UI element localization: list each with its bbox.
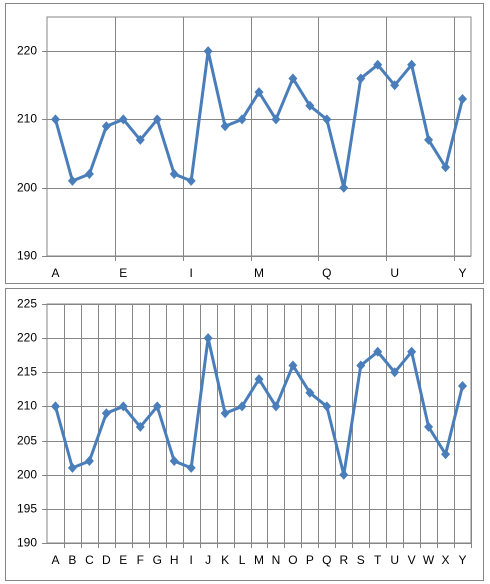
marker <box>424 134 434 145</box>
x-tick-label: N <box>272 553 281 567</box>
marker <box>169 169 179 180</box>
x-tick-label: M <box>254 266 264 280</box>
marker <box>237 114 247 125</box>
marker <box>118 401 128 412</box>
marker <box>305 100 315 111</box>
x-tick-label: Q <box>322 553 331 567</box>
x-tick-label: G <box>153 553 162 567</box>
marker <box>441 162 451 173</box>
y-tick-label: 200 <box>17 181 37 195</box>
marker <box>220 408 230 419</box>
marker <box>101 121 111 132</box>
x-tick-label: U <box>390 553 399 567</box>
marker <box>152 114 162 125</box>
marker <box>84 169 94 180</box>
x-tick-label: V <box>408 553 416 567</box>
chart-frame <box>5 288 484 581</box>
x-tick-label: T <box>374 553 382 567</box>
marker <box>220 121 230 132</box>
marker <box>254 374 264 385</box>
marker <box>305 387 315 398</box>
x-tick-label: F <box>137 553 144 567</box>
marker <box>458 93 468 104</box>
x-tick-label: A <box>51 266 59 280</box>
x-tick-label: W <box>423 553 435 567</box>
marker <box>50 114 60 125</box>
marker <box>186 175 196 186</box>
x-tick-label: K <box>221 553 229 567</box>
marker <box>407 346 417 357</box>
marker <box>101 408 111 419</box>
x-tick-label: P <box>306 553 314 567</box>
marker <box>441 449 451 460</box>
marker <box>322 114 332 125</box>
y-tick-label: 220 <box>17 331 37 345</box>
marker <box>322 401 332 412</box>
y-tick-label: 220 <box>17 44 37 58</box>
y-tick-label: 190 <box>17 536 37 550</box>
x-tick-label: C <box>85 553 94 567</box>
x-tick-label: I <box>189 266 192 280</box>
marker <box>135 134 145 145</box>
y-tick-label: 190 <box>17 249 37 263</box>
marker <box>67 462 77 473</box>
marker <box>152 401 162 412</box>
marker <box>271 401 281 412</box>
x-tick-label: O <box>288 553 297 567</box>
marker <box>288 73 298 84</box>
x-tick-label: B <box>68 553 76 567</box>
marker <box>237 401 247 412</box>
marker <box>407 59 417 70</box>
x-tick-label: Y <box>459 553 467 567</box>
y-tick-label: 195 <box>17 502 37 516</box>
marker <box>271 114 281 125</box>
x-tick-label: L <box>239 553 246 567</box>
marker <box>50 401 60 412</box>
marker <box>118 114 128 125</box>
marker <box>390 367 400 378</box>
x-tick-label: E <box>119 553 127 567</box>
y-tick-label: 210 <box>17 399 37 413</box>
marker <box>203 46 213 57</box>
y-tick-label: 215 <box>17 365 37 379</box>
x-tick-label: A <box>51 553 59 567</box>
marker <box>288 360 298 371</box>
marker <box>390 80 400 91</box>
y-tick-label: 205 <box>17 434 37 448</box>
x-tick-label: D <box>102 553 111 567</box>
x-tick-label: Y <box>459 266 467 280</box>
x-tick-label: M <box>254 553 264 567</box>
x-tick-label: R <box>339 553 348 567</box>
x-tick-label: J <box>205 553 211 567</box>
y-tick-label: 210 <box>17 112 37 126</box>
x-tick-label: X <box>442 553 450 567</box>
marker <box>84 456 94 467</box>
x-tick-label: I <box>189 553 192 567</box>
marker <box>203 333 213 344</box>
x-tick-label: S <box>357 553 365 567</box>
x-tick-label: U <box>390 266 399 280</box>
marker <box>373 346 383 357</box>
marker <box>339 182 349 193</box>
marker <box>339 469 349 480</box>
x-tick-label: H <box>170 553 179 567</box>
marker <box>458 380 468 391</box>
x-tick-label: Q <box>322 266 331 280</box>
marker <box>356 360 366 371</box>
marker <box>373 59 383 70</box>
marker <box>186 462 196 473</box>
marker <box>356 73 366 84</box>
marker <box>254 87 264 98</box>
marker <box>169 456 179 467</box>
marker <box>424 421 434 432</box>
x-tick-label: E <box>119 266 127 280</box>
marker <box>135 421 145 432</box>
chart-frame <box>5 3 484 284</box>
y-tick-label: 200 <box>17 468 37 482</box>
marker <box>67 175 77 186</box>
y-tick-label: 225 <box>17 297 37 311</box>
